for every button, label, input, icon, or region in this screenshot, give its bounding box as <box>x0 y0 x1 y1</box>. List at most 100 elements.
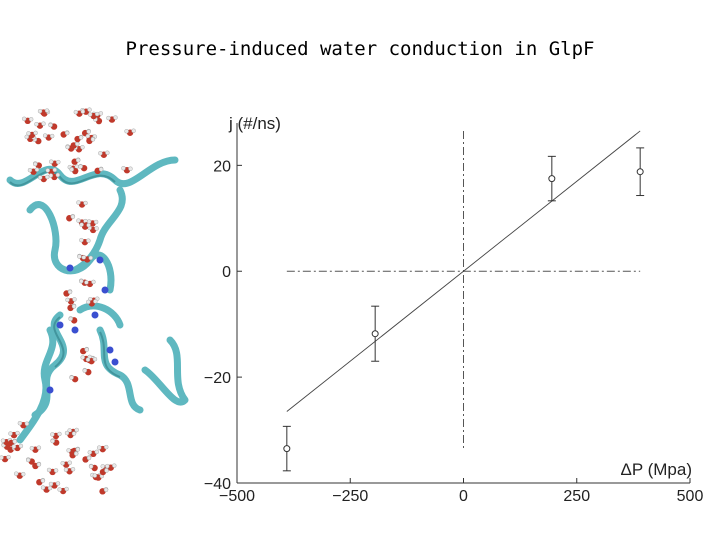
hydrogen-atom <box>74 427 79 433</box>
hydrogen-atom <box>87 450 92 455</box>
point-marker <box>371 330 379 338</box>
hydrogen-atom <box>0 455 4 460</box>
axis-ticks <box>236 164 691 484</box>
hydrogen-atom <box>92 356 98 362</box>
hydrogen-atom <box>57 431 62 437</box>
data-point <box>371 305 380 362</box>
hydrogen-atom <box>124 129 129 134</box>
nitrogen-atom <box>101 286 109 294</box>
x-tick-label: −500 <box>219 488 255 505</box>
y-tick-label: −20 <box>204 370 231 387</box>
y-tick-label: 0 <box>222 264 231 281</box>
x-tick-label: −250 <box>332 488 368 505</box>
nitrogen-atom <box>66 264 74 272</box>
hydrogen-atom <box>80 145 85 150</box>
water-flux-chart: −500 −250 0 250 500 −40 −20 0 20 j (#/ns) ΔP (Mp… <box>204 114 704 505</box>
hydrogen-atom <box>113 115 118 120</box>
hydrogen-atom <box>37 108 43 114</box>
hydrogen-atom <box>103 487 109 493</box>
hydrogen-atom <box>73 451 79 456</box>
hydrogen-atom <box>26 131 31 136</box>
hydrogen-atom <box>85 357 91 362</box>
hydrogen-atom <box>47 485 53 491</box>
hydrogen-atom <box>86 238 91 243</box>
hydrogen-atom <box>34 121 39 127</box>
fit-line <box>286 130 641 412</box>
hydrogen-atom <box>86 455 92 461</box>
y-axis-label: j (#/ns) <box>228 114 281 133</box>
hydrogen-atom <box>50 438 55 444</box>
hydrogen-atom <box>64 130 70 136</box>
data-point <box>547 155 556 202</box>
hydrogen-atom <box>98 167 104 172</box>
hydrogen-atom <box>87 107 92 112</box>
y-tick-label: −40 <box>204 476 231 493</box>
nitrogen-atom <box>56 321 64 329</box>
hydrogen-atom <box>49 133 55 139</box>
hydrogen-atom <box>94 111 100 117</box>
hydrogen-atom <box>121 166 126 171</box>
hydrogen-atom <box>69 167 74 172</box>
nitrogen-atoms <box>46 256 119 394</box>
hydrogen-atom <box>93 299 98 304</box>
hydrogen-atom <box>86 222 91 228</box>
hydrogen-atom <box>98 111 104 116</box>
point-marker <box>548 175 556 183</box>
hydrogen-atom <box>42 133 48 138</box>
hydrogen-atom <box>98 151 103 156</box>
hydrogen-atom <box>41 121 46 126</box>
hydrogen-atom <box>91 279 96 285</box>
hydrogen-atom <box>104 444 109 450</box>
hydrogen-atom <box>90 137 96 142</box>
hydrogen-atom <box>97 445 102 450</box>
hydrogen-atom <box>38 175 43 180</box>
hydrogen-atom <box>70 467 76 472</box>
hydrogen-atom <box>84 347 89 352</box>
hydrogen-atom <box>69 375 74 380</box>
hydrogen-atom <box>55 172 61 178</box>
hydrogen-atom <box>63 467 69 472</box>
hydrogen-atom <box>66 448 71 453</box>
point-marker <box>636 168 644 176</box>
nitrogen-atom <box>46 386 54 394</box>
hydrogen-atom <box>78 135 84 140</box>
hydrogen-atom <box>36 445 42 450</box>
data-point <box>636 147 645 197</box>
hydrogen-atom <box>68 316 73 322</box>
hydrogen-atom <box>78 164 83 169</box>
molecular-dynamics-render-icon <box>0 107 189 495</box>
hydrogen-atom <box>105 463 110 469</box>
hydrogen-atom <box>48 173 54 178</box>
hydrogen-atom <box>11 444 17 449</box>
hydrogen-atom <box>94 226 99 231</box>
nitrogen-atom <box>106 346 114 354</box>
nitrogen-atom <box>91 311 99 319</box>
hydrogen-atom <box>106 115 111 121</box>
hydrogen-atom <box>17 421 23 426</box>
protein-ribbons-shade <box>9 170 121 378</box>
hydrogen-atom <box>85 133 91 139</box>
hydrogen-atom <box>12 439 17 444</box>
x-tick-label: 250 <box>563 488 590 505</box>
hydrogen-atom <box>67 460 72 465</box>
axis-tick-labels: −500 −250 0 250 500 −40 −20 0 20 <box>204 158 704 505</box>
hydrogen-atom <box>29 445 35 451</box>
hydrogen-atom <box>75 158 81 163</box>
hydrogen-atom <box>131 128 136 133</box>
hydrogen-atom <box>71 304 77 309</box>
hydrogen-atom <box>112 463 117 468</box>
hydrogen-atom <box>25 457 31 463</box>
hydrogen-atom <box>18 443 24 449</box>
hydrogen-atom <box>14 471 19 476</box>
hydrogen-atom <box>45 168 50 173</box>
hydrogen-atom <box>94 449 99 455</box>
hydrogen-atom <box>93 219 99 225</box>
hydrogen-atom <box>72 297 77 302</box>
hydrogen-atom <box>53 468 59 473</box>
hydrogen-atom <box>44 108 50 113</box>
hydrogen-atom <box>34 167 40 172</box>
hydrogen-atom <box>83 200 88 206</box>
hydrogen-atom <box>86 299 91 305</box>
data-points <box>282 147 645 472</box>
hydrogen-atom <box>52 167 57 173</box>
